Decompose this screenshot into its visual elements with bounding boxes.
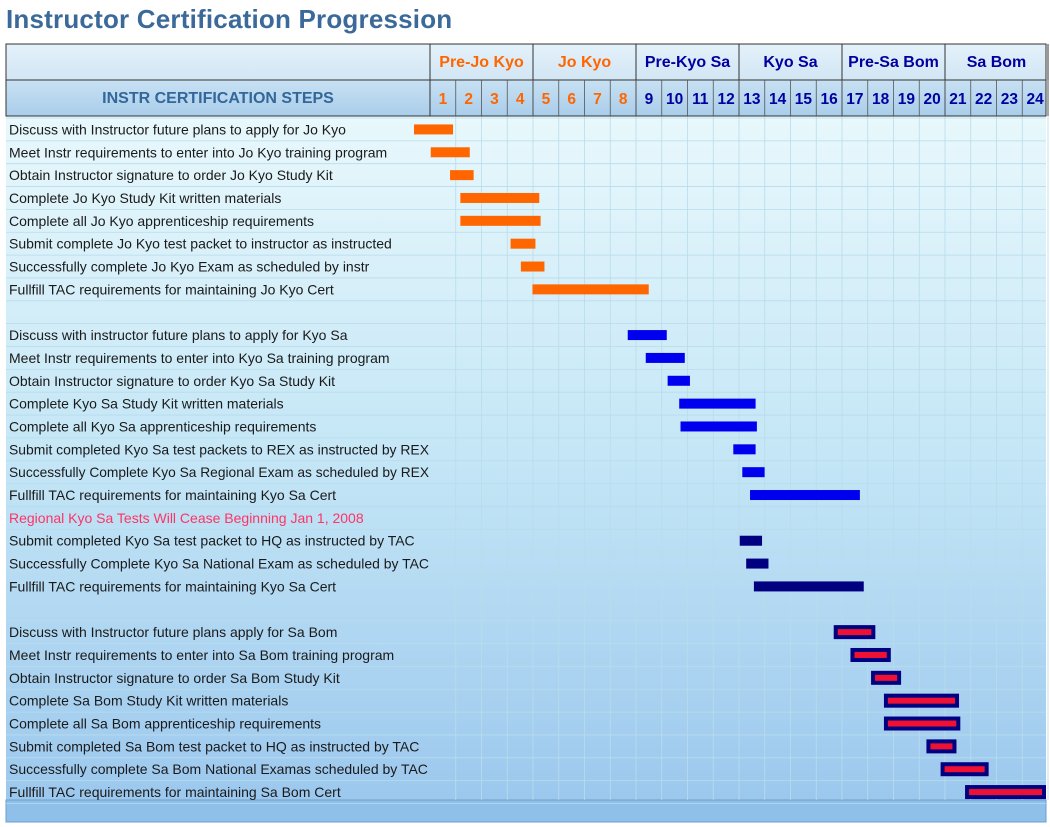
chart-footer-bar <box>5 799 1047 823</box>
task-bar <box>667 375 690 386</box>
task-bar <box>414 124 454 135</box>
period-label: 24 <box>1027 91 1045 108</box>
task-label: Successfully complete Jo Kyo Exam as sch… <box>9 259 370 275</box>
task-label: Fullfill TAC requirements for maintainin… <box>9 487 336 503</box>
task-label: Complete Kyo Sa Study Kit written materi… <box>9 396 284 412</box>
period-label: 7 <box>593 91 602 108</box>
period-label: 20 <box>924 91 941 108</box>
phase-label: Pre-Sa Bom <box>848 54 939 71</box>
task-label: Complete Jo Kyo Study Kit written materi… <box>9 190 281 206</box>
task-label: Submit completed Kyo Sa test packets to … <box>9 441 430 457</box>
period-label: 17 <box>846 91 863 108</box>
period-label: 15 <box>795 91 813 108</box>
task-label: Complete Sa Bom Study Kit written materi… <box>9 693 288 709</box>
period-label: 23 <box>1001 91 1019 108</box>
task-bar <box>532 284 649 295</box>
phase-label: Kyo Sa <box>763 54 817 71</box>
task-bar-inner <box>854 651 887 658</box>
task-bar <box>679 398 756 409</box>
task-bar <box>460 215 541 226</box>
note-label: Regional Kyo Sa Tests Will Cease Beginni… <box>9 510 364 526</box>
task-label: Complete all Jo Kyo apprenticeship requi… <box>9 213 314 229</box>
task-bar <box>430 147 470 158</box>
period-label: 9 <box>645 91 654 108</box>
task-bar <box>510 238 536 249</box>
task-bar <box>450 170 474 181</box>
task-bar <box>520 261 545 272</box>
phase-label: Sa Bom <box>967 54 1027 71</box>
task-bar <box>733 444 756 455</box>
task-label: Successfully Complete Kyo Sa Regional Ex… <box>9 464 430 480</box>
phase-label: Pre-Kyo Sa <box>645 54 730 71</box>
steps-header: INSTR CERTIFICATION STEPS <box>102 90 334 107</box>
task-label: Meet Instr requirements to enter into Sa… <box>9 647 394 663</box>
task-label: Successfully Complete Kyo Sa National Ex… <box>9 556 429 572</box>
period-label: 14 <box>769 91 787 108</box>
period-label: 6 <box>567 91 576 108</box>
period-label: 16 <box>821 91 839 108</box>
period-label: 21 <box>949 91 967 108</box>
phase-label: Pre-Jo Kyo <box>439 54 524 71</box>
period-label: 18 <box>872 91 890 108</box>
period-label: 3 <box>490 91 499 108</box>
period-label: 12 <box>718 91 735 108</box>
task-label: Discuss with instructor future plans to … <box>9 327 348 343</box>
phase-header-background <box>6 44 1046 80</box>
task-bar-inner <box>887 720 957 727</box>
period-label: 1 <box>439 91 448 108</box>
task-label: Submit completed Sa Bom test packet to H… <box>9 738 419 754</box>
task-bar-inner <box>930 743 953 750</box>
task-label: Obtain Instructor signature to order Jo … <box>9 167 333 183</box>
task-label: Submit complete Jo Kyo test packet to in… <box>9 236 392 252</box>
phase-label: Jo Kyo <box>558 54 612 71</box>
task-bar-inner <box>969 789 1042 796</box>
period-label: 22 <box>975 91 992 108</box>
period-label: 13 <box>743 91 761 108</box>
task-bar <box>742 467 765 478</box>
task-bar-inner <box>944 766 985 773</box>
task-label: Obtain Instructor signature to order Kyo… <box>9 373 335 389</box>
task-bar <box>460 192 540 203</box>
chart-body-background <box>6 116 1046 800</box>
task-bar <box>739 535 763 546</box>
task-label: Meet Instr requirements to enter into Ky… <box>9 350 390 366</box>
period-label: 2 <box>464 91 473 108</box>
task-bar <box>627 330 667 341</box>
period-label: 11 <box>692 91 709 108</box>
task-bar <box>680 421 757 432</box>
task-bar <box>753 581 864 592</box>
task-label: Meet Instr requirements to enter into Jo… <box>9 144 387 160</box>
task-bar-inner <box>837 629 872 636</box>
task-bar <box>750 490 860 501</box>
task-bar <box>645 352 685 363</box>
task-label: Discuss with Instructor future plans to … <box>9 121 346 137</box>
period-label: 4 <box>516 91 525 108</box>
task-bar-inner <box>875 674 898 681</box>
period-header-background <box>6 80 1046 116</box>
page-title: Instructor Certification Progression <box>6 4 453 34</box>
task-bar-inner <box>887 697 956 704</box>
task-bar <box>746 558 769 569</box>
task-label: Obtain Instructor signature to order Sa … <box>9 670 340 686</box>
task-label: Complete all Kyo Sa apprenticeship requi… <box>9 418 316 434</box>
task-label: Complete all Sa Bom apprenticeship requi… <box>9 716 321 732</box>
task-label: Fullfill TAC requirements for maintainin… <box>9 784 341 800</box>
period-label: 8 <box>619 91 628 108</box>
task-label: Successfully complete Sa Bom National Ex… <box>9 761 428 777</box>
task-label: Fullfill TAC requirements for maintainin… <box>9 578 336 594</box>
period-label: 10 <box>666 91 683 108</box>
period-label: 19 <box>898 91 916 108</box>
period-label: 5 <box>542 91 551 108</box>
task-label: Fullfill TAC requirements for maintainin… <box>9 281 334 297</box>
task-label: Discuss with Instructor future plans app… <box>9 624 337 640</box>
task-label: Submit completed Kyo Sa test packet to H… <box>9 533 415 549</box>
